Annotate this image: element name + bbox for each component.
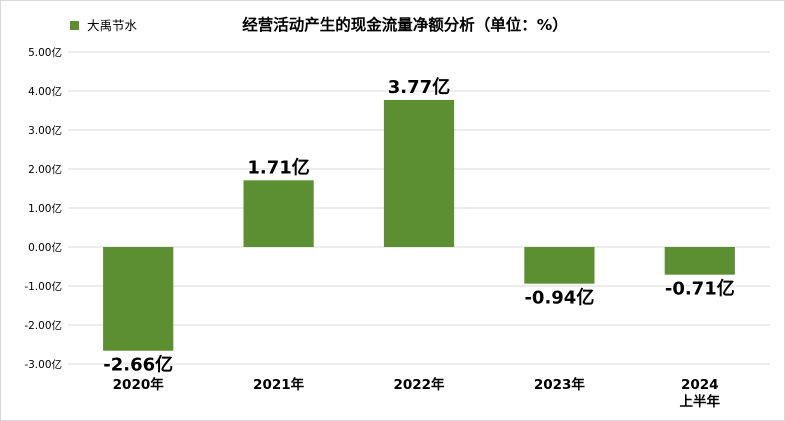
y-tick-label: 1.00亿 bbox=[28, 202, 62, 215]
legend-label: 大禹节水 bbox=[87, 18, 138, 33]
bar bbox=[664, 247, 735, 275]
y-axis-tick-labels: 5.00亿 4.00亿 3.00亿 2.00亿 1.00亿 0.00亿 -1.00亿 -2.0… bbox=[24, 46, 62, 371]
legend: 大禹节水 bbox=[70, 18, 138, 33]
chart-title: 经营活动产生的现金流量净额分析（单位：%） bbox=[242, 15, 568, 34]
x-tick-label: 2021年 bbox=[253, 376, 305, 393]
y-tick-label: -1.00亿 bbox=[24, 280, 62, 293]
y-tick-label: 5.00亿 bbox=[28, 46, 62, 59]
gridlines bbox=[68, 51, 770, 365]
bar bbox=[243, 180, 314, 247]
data-labels: -2.66亿 1.71亿 3.77亿 -0.94亿 -0.71亿 bbox=[103, 76, 734, 376]
bar bbox=[524, 247, 595, 284]
data-label: -0.71亿 bbox=[665, 278, 735, 300]
bar bbox=[383, 99, 455, 247]
y-tick-label: -2.00亿 bbox=[24, 319, 62, 332]
bar bbox=[103, 247, 174, 351]
data-label: -0.94亿 bbox=[524, 287, 594, 309]
y-tick-label: 3.00亿 bbox=[28, 124, 62, 137]
x-tick-label: 2020年 bbox=[113, 376, 165, 393]
y-tick-label: -3.00亿 bbox=[24, 358, 62, 371]
x-tick-label: 2024 bbox=[681, 377, 719, 393]
x-tick-label: 上半年 bbox=[680, 393, 721, 410]
data-label: 3.77亿 bbox=[388, 76, 450, 98]
x-tick-label: 2022年 bbox=[393, 376, 445, 393]
y-tick-label: 2.00亿 bbox=[28, 163, 62, 176]
data-label: -2.66亿 bbox=[103, 354, 173, 376]
bars bbox=[103, 99, 735, 351]
y-tick-label: 0.00亿 bbox=[28, 241, 62, 254]
y-tick-label: 4.00亿 bbox=[28, 85, 62, 98]
x-tick-label: 2023年 bbox=[534, 376, 586, 393]
legend-swatch bbox=[70, 21, 79, 30]
data-label: 1.71亿 bbox=[247, 156, 309, 178]
